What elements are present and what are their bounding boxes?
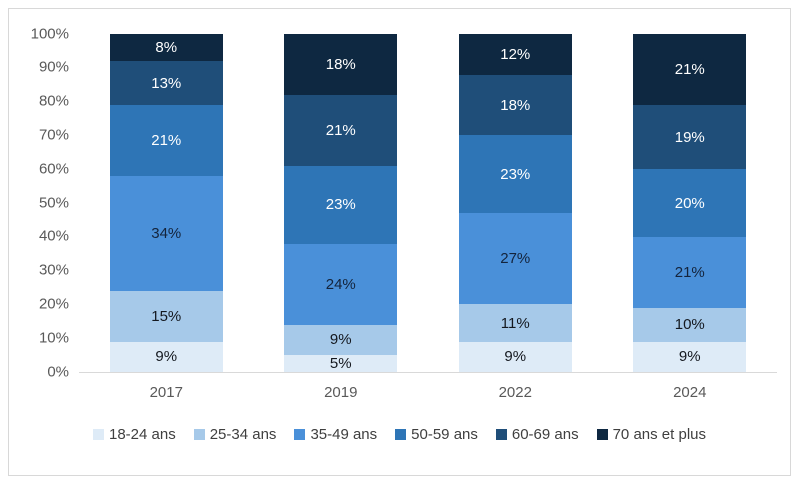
legend-swatch-icon: [596, 429, 608, 440]
y-axis-tick-label: 20%: [38, 295, 69, 313]
stacked-bar-2024: 9% 10% 21% 20% 19% 21%: [633, 34, 747, 372]
legend-label: 35-49 ans: [310, 426, 378, 443]
bar-segment: 18%: [284, 34, 398, 95]
bar-column-2024: 9% 10% 21% 20% 19% 21%: [603, 34, 778, 372]
legend-swatch-icon: [294, 429, 306, 440]
bar-segment: 21%: [109, 105, 223, 176]
y-axis: 0% 10% 20% 30% 40% 50% 60% 70% 80% 90% 100%: [9, 25, 69, 379]
legend: 18-24 ans 25-34 ans 35-49 ans 50-59 ans 60-6…: [9, 426, 790, 443]
bar-segment: 9%: [458, 341, 572, 372]
y-axis-tick-label: 10%: [38, 328, 69, 346]
legend-label: 18-24 ans: [109, 426, 176, 443]
y-axis-tick-label: 40%: [38, 227, 69, 245]
y-axis-tick-label: 0%: [47, 362, 69, 380]
plot-area: 9% 15% 34% 21% 13% 8% 5% 9% 24% 23% 21% 18% 9% 11% 27%…: [79, 34, 777, 373]
bar-segment: 21%: [633, 236, 747, 308]
bar-segment: 24%: [284, 243, 398, 325]
y-axis-tick-label: 60%: [38, 159, 69, 177]
bar-segment: 9%: [109, 341, 223, 372]
x-axis-label-2024: 2024: [673, 384, 707, 401]
bar-segment: 10%: [633, 307, 747, 342]
y-axis-tick-label: 80%: [38, 92, 69, 110]
legend-label: 50-59 ans: [411, 426, 478, 443]
legend-item-25-34-ans: 25-34 ans: [193, 426, 277, 443]
chart-frame: 0% 10% 20% 30% 40% 50% 60% 70% 80% 90% 100% 9% 15% 3…: [8, 8, 791, 476]
bar-column-2017: 9% 15% 34% 21% 13% 8%: [79, 34, 254, 372]
x-axis: 2017 2019 2022 2024: [79, 384, 777, 401]
stacked-bar-2017: 9% 15% 34% 21% 13% 8%: [109, 34, 223, 372]
bar-column-2019: 5% 9% 24% 23% 21% 18%: [254, 34, 429, 372]
x-axis-label-2022: 2022: [498, 384, 532, 401]
bar-segment: 27%: [458, 213, 572, 305]
bar-segment: 15%: [109, 290, 223, 342]
x-axis-label-2019: 2019: [324, 384, 358, 401]
bar-segment: 8%: [109, 34, 223, 62]
x-axis-label-2017: 2017: [149, 384, 183, 401]
legend-item-35-49-ans: 35-49 ans: [294, 426, 377, 443]
bar-segment: 20%: [633, 169, 747, 237]
bar-segment: 9%: [284, 324, 398, 356]
legend-item-50-59-ans: 50-59 ans: [395, 426, 478, 443]
y-axis-tick-label: 70%: [38, 126, 69, 144]
legend-item-60-69-ans: 60-69 ans: [495, 426, 579, 443]
bar-segment: 34%: [109, 176, 223, 291]
bar-segment: 19%: [633, 105, 747, 170]
legend-item-18-24-ans: 18-24 ans: [93, 426, 176, 443]
bar-segment: 13%: [109, 61, 223, 106]
y-axis-tick-label: 50%: [38, 193, 69, 211]
stacked-bar-2019: 5% 9% 24% 23% 21% 18%: [284, 34, 398, 372]
bar-column-2022: 9% 11% 27% 23% 18% 12%: [428, 34, 603, 372]
stacked-bar-2022: 9% 11% 27% 23% 18% 12%: [458, 34, 572, 372]
legend-label: 70 ans et plus: [612, 426, 706, 443]
legend-swatch-icon: [395, 429, 407, 440]
bar-segment: 21%: [633, 34, 747, 106]
bar-segment: 11%: [458, 304, 572, 342]
legend-label: 60-69 ans: [511, 426, 579, 443]
bar-segment: 21%: [284, 94, 398, 166]
bar-segment: 23%: [284, 165, 398, 244]
legend-swatch-icon: [93, 429, 104, 440]
y-axis-tick-label: 90%: [38, 58, 69, 76]
bar-segment: 9%: [633, 341, 747, 372]
legend-item-70-ans-et-plus: 70 ans et plus: [596, 426, 706, 443]
y-axis-tick-label: 100%: [30, 24, 69, 42]
bar-segment: 23%: [458, 135, 572, 214]
legend-label: 25-34 ans: [209, 426, 277, 443]
bar-segment: 5%: [284, 355, 398, 372]
bar-segment: 12%: [458, 34, 572, 75]
legend-swatch-icon: [495, 429, 507, 440]
legend-swatch-icon: [193, 429, 205, 440]
y-axis-tick-label: 30%: [38, 261, 69, 279]
bar-segment: 18%: [458, 74, 572, 136]
